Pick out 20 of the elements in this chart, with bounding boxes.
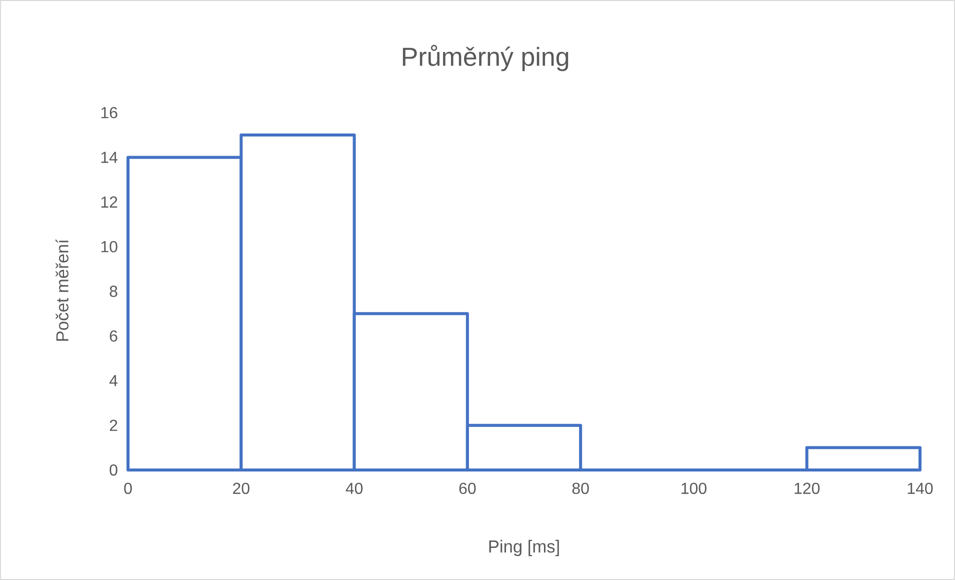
y-tick-label: 10: [101, 240, 118, 252]
x-tick-label: 0: [124, 482, 132, 494]
x-tick-label: 40: [346, 482, 363, 494]
y-tick-label: 2: [110, 420, 118, 431]
x-tick-label: 60: [459, 482, 476, 494]
x-tick-label: 140: [908, 482, 933, 494]
y-tick-label: 0: [110, 464, 118, 476]
y-tick-label: 16: [101, 106, 118, 118]
y-tick-label: 14: [101, 152, 118, 163]
x-axis-title: Ping [ms]: [489, 540, 559, 556]
y-tick-label: 8: [110, 286, 118, 297]
x-tick-label: 120: [794, 482, 820, 494]
y-tick-label: 6: [110, 330, 118, 342]
y-tick-label: 12: [101, 196, 118, 208]
y-tick-label: 4: [109, 375, 118, 386]
x-tick-label: 80: [572, 482, 589, 494]
chart-title: Průměrný ping: [402, 44, 568, 72]
x-tick-label: 20: [233, 482, 250, 494]
x-tick-label: 100: [682, 482, 706, 494]
y-axis-title: Počet měření: [56, 239, 68, 341]
